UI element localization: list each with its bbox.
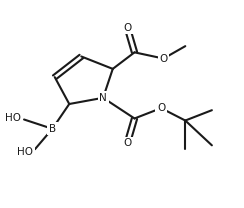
Text: O: O	[159, 53, 168, 64]
Text: N: N	[99, 93, 107, 103]
Text: O: O	[123, 138, 132, 148]
Text: HO: HO	[5, 113, 21, 124]
Text: B: B	[49, 124, 56, 134]
Text: HO: HO	[17, 146, 33, 157]
Text: O: O	[123, 22, 132, 33]
Text: O: O	[157, 103, 165, 113]
